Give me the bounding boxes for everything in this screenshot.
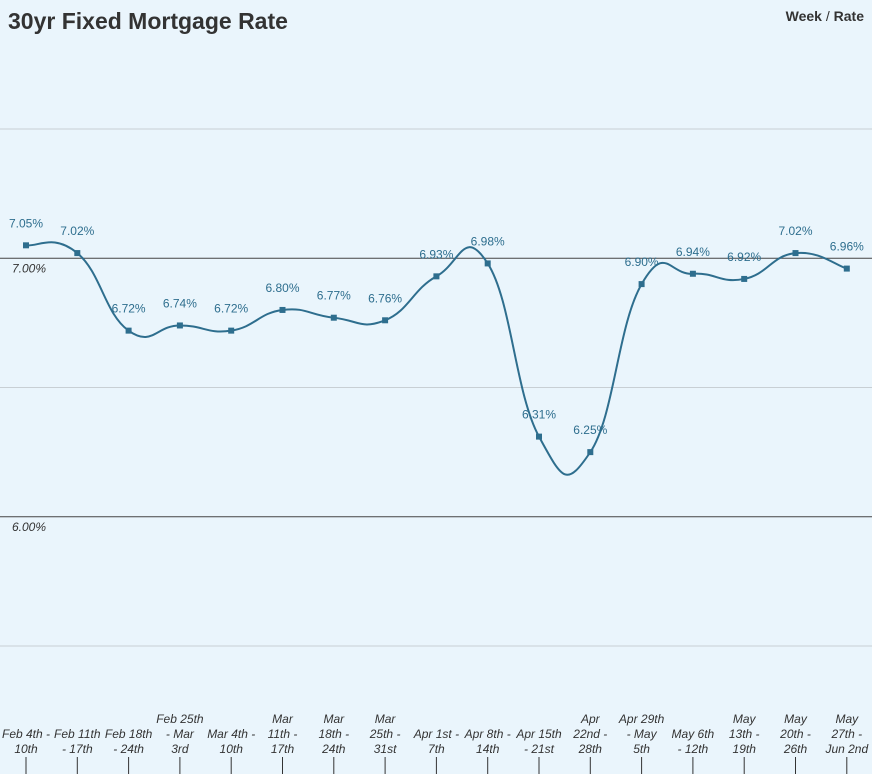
x-tick-label: May 6th - 12th	[672, 727, 715, 756]
data-label: 6.96%	[830, 240, 864, 254]
series-layer	[23, 241, 850, 476]
data-point[interactable]	[638, 281, 645, 288]
data-point[interactable]	[484, 260, 491, 267]
data-point[interactable]	[125, 327, 132, 334]
data-label: 6.74%	[163, 296, 197, 310]
data-labels: 7.05% 7.02% 6.72% 6.74% 6.72% 6.80% 6.77% 6.76%…	[9, 216, 864, 437]
x-tick-label: Feb 25th - Mar 3rd	[156, 712, 204, 756]
x-tick-label: Mar 25th -31st	[369, 712, 401, 756]
x-tick-label: Apr 1st -7th	[413, 727, 459, 756]
y-tick-labels: 7.00% 6.00%	[12, 261, 46, 534]
data-point[interactable]	[176, 322, 183, 329]
y-tick-label: 7.00%	[12, 261, 46, 275]
x-tick-label: Apr 22nd -28th	[572, 712, 607, 756]
x-tick-label: Feb 4th -10th	[2, 727, 50, 756]
x-tick-label: Feb 18th - 24th	[105, 727, 153, 756]
x-tick-label: May 27th -Jun 2nd	[824, 712, 868, 756]
x-tick-label: May 13th -19th	[729, 712, 760, 756]
x-tick-label: Apr 29th - May 5th	[618, 712, 665, 756]
data-label: 6.93%	[419, 247, 453, 261]
data-label: 7.05%	[9, 216, 43, 230]
data-label: 6.72%	[112, 302, 146, 316]
data-point[interactable]	[433, 273, 440, 280]
x-tick-label: Mar 11th -17th	[268, 712, 298, 756]
x-tick-label: Apr 8th -14th	[464, 727, 511, 756]
data-label: 7.02%	[60, 224, 94, 238]
data-label: 6.80%	[265, 281, 299, 295]
data-point[interactable]	[330, 314, 337, 321]
data-label: 6.92%	[727, 250, 761, 264]
data-point[interactable]	[792, 250, 799, 257]
data-label: 6.94%	[676, 245, 710, 259]
data-label: 6.76%	[368, 291, 402, 305]
data-label: 6.72%	[214, 302, 248, 316]
data-point[interactable]	[279, 306, 286, 313]
y-tick-label: 6.00%	[12, 520, 46, 534]
data-point[interactable]	[23, 242, 29, 249]
data-label: 6.98%	[471, 234, 505, 248]
legend-y-name: Rate	[833, 8, 864, 24]
data-label: 6.77%	[317, 289, 351, 303]
x-tick-label: Apr 15th - 21st	[515, 727, 562, 756]
data-point[interactable]	[843, 265, 850, 272]
legend-separator: /	[825, 8, 830, 24]
data-label: 6.25%	[573, 423, 607, 437]
chart-title: 30yr Fixed Mortgage Rate	[8, 8, 288, 34]
x-tick-label: Feb 11th - 17th	[54, 727, 101, 756]
data-point[interactable]	[536, 433, 542, 440]
x-tick-label: Mar 18th -24th	[318, 712, 349, 756]
data-point[interactable]	[741, 275, 748, 282]
data-point[interactable]	[689, 270, 696, 277]
data-point[interactable]	[382, 317, 389, 324]
x-tick-label: May 20th -26th	[779, 712, 811, 756]
data-label: 7.02%	[778, 224, 812, 238]
x-tick-label: Mar 4th -10th	[207, 727, 255, 756]
legend-x-name: Week	[785, 8, 822, 24]
chart-legend: Week / Rate	[786, 8, 864, 24]
data-point[interactable]	[228, 327, 235, 334]
data-point[interactable]	[587, 449, 594, 456]
data-label: 6.90%	[625, 255, 659, 269]
data-label: 6.31%	[522, 408, 556, 422]
data-point[interactable]	[74, 250, 81, 257]
grid-layer	[0, 128, 872, 647]
